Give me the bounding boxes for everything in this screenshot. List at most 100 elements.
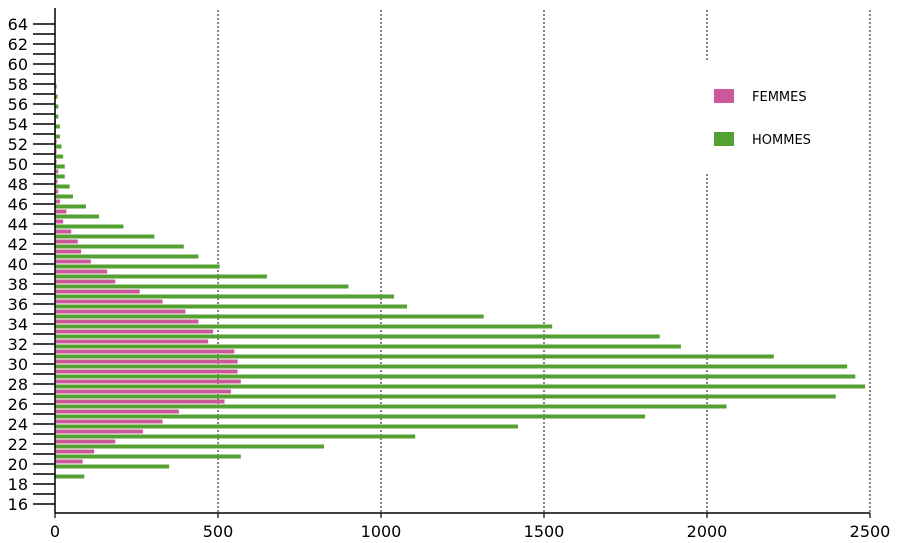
bar-femmes-45 [55,209,67,214]
bar-hommes-47 [55,194,73,199]
y-tick-label: 56 [8,95,28,114]
bar-femmes-22 [55,439,116,444]
y-tick-label: 64 [8,15,28,34]
bar-femmes-47 [55,189,59,194]
bar-femmes-40 [55,259,91,264]
bars [55,79,866,479]
y-tick-label: 60 [8,55,28,74]
bar-femmes-25 [55,409,179,414]
bar-femmes-31 [55,349,235,354]
bar-hommes-30 [55,364,848,369]
y-tick-label: 38 [8,275,28,294]
bar-femmes-33 [55,329,214,334]
bar-hommes-19 [55,474,85,479]
bar-hommes-52 [55,144,62,149]
bar-femmes-46 [55,199,60,204]
y-tick-label: 28 [8,375,28,394]
y-tick-label: 52 [8,135,28,154]
y-tick-label: 54 [8,115,28,134]
bar-femmes-42 [55,239,78,244]
bar-femmes-49 [55,169,59,174]
bar-hommes-37 [55,294,395,299]
bar-femmes-26 [55,399,225,404]
legend-label-hommes: HOMMES [752,133,811,148]
bar-hommes-56 [55,104,59,109]
bar-femmes-41 [55,249,82,254]
y-tick-label: 42 [8,235,28,254]
bar-hommes-33 [55,334,660,339]
y-tick-label: 32 [8,335,28,354]
bar-hommes-51 [55,154,64,159]
bar-femmes-44 [55,219,64,224]
bar-hommes-55 [55,114,59,119]
bar-femmes-27 [55,389,232,394]
bar-femmes-23 [55,429,144,434]
bar-hommes-45 [55,214,100,219]
bar-femmes-36 [55,299,163,304]
legend-background [700,60,850,172]
bar-femmes-37 [55,289,140,294]
bar-hommes-41 [55,254,199,259]
y-tick-label: 46 [8,195,28,214]
legend-swatch-hommes [714,132,734,146]
y-tick-label: 36 [8,295,28,314]
bar-femmes-28 [55,379,241,384]
bar-femmes-50 [55,159,57,164]
bar-hommes-21 [55,454,241,459]
y-tick-label: 58 [8,75,28,94]
bar-femmes-39 [55,269,108,274]
bar-hommes-57 [55,94,58,99]
y-axis-ticks: 1618202224262830323436384042444648505254… [8,15,55,514]
bar-femmes-51 [55,149,57,154]
bar-hommes-34 [55,324,553,329]
bar-hommes-27 [55,394,836,399]
x-tick-label: 500 [203,522,234,541]
bar-femmes-35 [55,309,186,314]
y-tick-label: 26 [8,395,28,414]
x-tick-label: 1500 [524,522,565,541]
y-tick-label: 48 [8,175,28,194]
bar-hommes-22 [55,444,324,449]
bar-hommes-20 [55,464,170,469]
bar-femmes-38 [55,279,116,284]
legend-label-femmes: FEMMES [752,90,807,105]
bar-hommes-25 [55,414,646,419]
x-tick-label: 2500 [850,522,891,541]
bar-hommes-44 [55,224,124,229]
bar-hommes-36 [55,304,408,309]
axes [54,8,870,514]
bar-hommes-40 [55,264,220,269]
bar-hommes-58 [55,84,57,89]
bar-hommes-28 [55,384,866,389]
bar-femmes-52 [55,139,57,144]
bar-hommes-23 [55,434,416,439]
bar-hommes-39 [55,274,267,279]
bar-femmes-32 [55,339,209,344]
bar-femmes-43 [55,229,72,234]
y-tick-label: 22 [8,435,28,454]
bar-femmes-21 [55,449,95,454]
bar-hommes-35 [55,314,484,319]
y-tick-label: 40 [8,255,28,274]
bar-hommes-26 [55,404,727,409]
y-tick-label: 62 [8,35,28,54]
y-tick-label: 34 [8,315,28,334]
y-tick-label: 20 [8,455,28,474]
bar-femmes-48 [55,179,58,184]
x-tick-label: 0 [50,522,60,541]
bar-femmes-29 [55,369,238,374]
bar-hommes-49 [55,174,65,179]
bar-hommes-46 [55,204,86,209]
bar-hommes-31 [55,354,774,359]
legend-swatch-femmes [714,89,734,103]
y-tick-label: 24 [8,415,28,434]
bar-hommes-43 [55,234,155,239]
bar-hommes-38 [55,284,349,289]
x-tick-label: 2000 [687,522,728,541]
x-axis-ticks: 0 500 1000 1500 2000 2500 [50,513,890,541]
x-tick-label: 1000 [361,522,402,541]
bar-hommes-48 [55,184,70,189]
y-tick-label: 50 [8,155,28,174]
bar-hommes-53 [55,134,60,139]
